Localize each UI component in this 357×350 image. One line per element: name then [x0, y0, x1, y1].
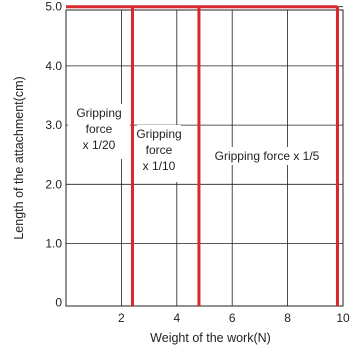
region-label-line: Gripping	[76, 106, 121, 120]
y-tick-label: 5.0	[45, 0, 62, 14]
plot-frame	[65, 9, 344, 307]
y-tick-label: 1.0	[45, 237, 62, 251]
y-tick-label: 3.0	[45, 118, 62, 132]
y-tick-label: 4.0	[45, 59, 62, 73]
x-tick-label: 4	[173, 311, 180, 325]
region-label-line: x 1/20	[83, 138, 116, 152]
region-label-line: x 1/10	[143, 159, 176, 173]
region-label-line: force	[146, 143, 173, 157]
y-tick-label: 0	[55, 296, 62, 310]
x-axis-title: Weight of the work(N)	[150, 331, 271, 345]
region-label-bg	[137, 125, 181, 182]
y-axis-title: Length of the attachment(cm)	[12, 76, 26, 239]
y-tick-label: 2.0	[45, 177, 62, 191]
x-tick-label: 6	[229, 311, 236, 325]
region-label-line: Gripping	[136, 127, 181, 141]
region-label-line: force	[86, 122, 113, 136]
x-tick-label: 10	[336, 311, 350, 325]
x-tick-label: 8	[284, 311, 291, 325]
x-tick-label: 2	[118, 311, 125, 325]
region-label-bg	[68, 104, 130, 159]
region-label-bg	[201, 147, 332, 165]
region-label-line: Gripping force x 1/5	[215, 149, 320, 163]
